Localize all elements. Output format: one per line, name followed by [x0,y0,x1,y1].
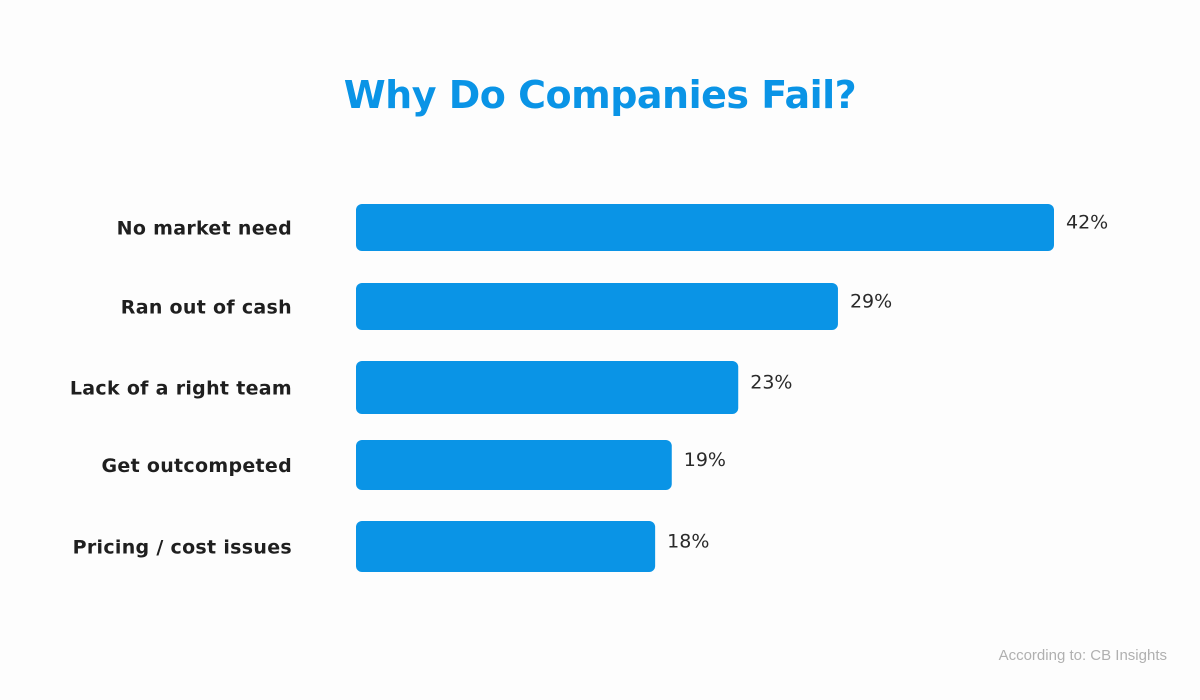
bar-group: No market need 42% Ran out of cash 29% Lack … [70,204,1108,572]
category-label: Lack of a right team [70,378,292,400]
source-note: According to: CB Insights [999,647,1167,664]
value-label: 29% [850,291,892,313]
category-label: Get outcompeted [101,455,292,477]
value-label: 23% [750,372,792,394]
bar [356,440,672,490]
bar [356,204,1054,251]
bar [356,361,739,414]
category-label: Pricing / cost issues [73,537,292,559]
value-label: 42% [1066,212,1108,234]
bar [356,283,838,330]
value-label: 19% [684,449,726,471]
category-label: Ran out of cash [121,297,292,319]
category-label: No market need [117,218,292,240]
value-label: 18% [667,531,709,553]
bar [356,521,656,572]
chart-title: Why Do Companies Fail? [344,73,856,117]
